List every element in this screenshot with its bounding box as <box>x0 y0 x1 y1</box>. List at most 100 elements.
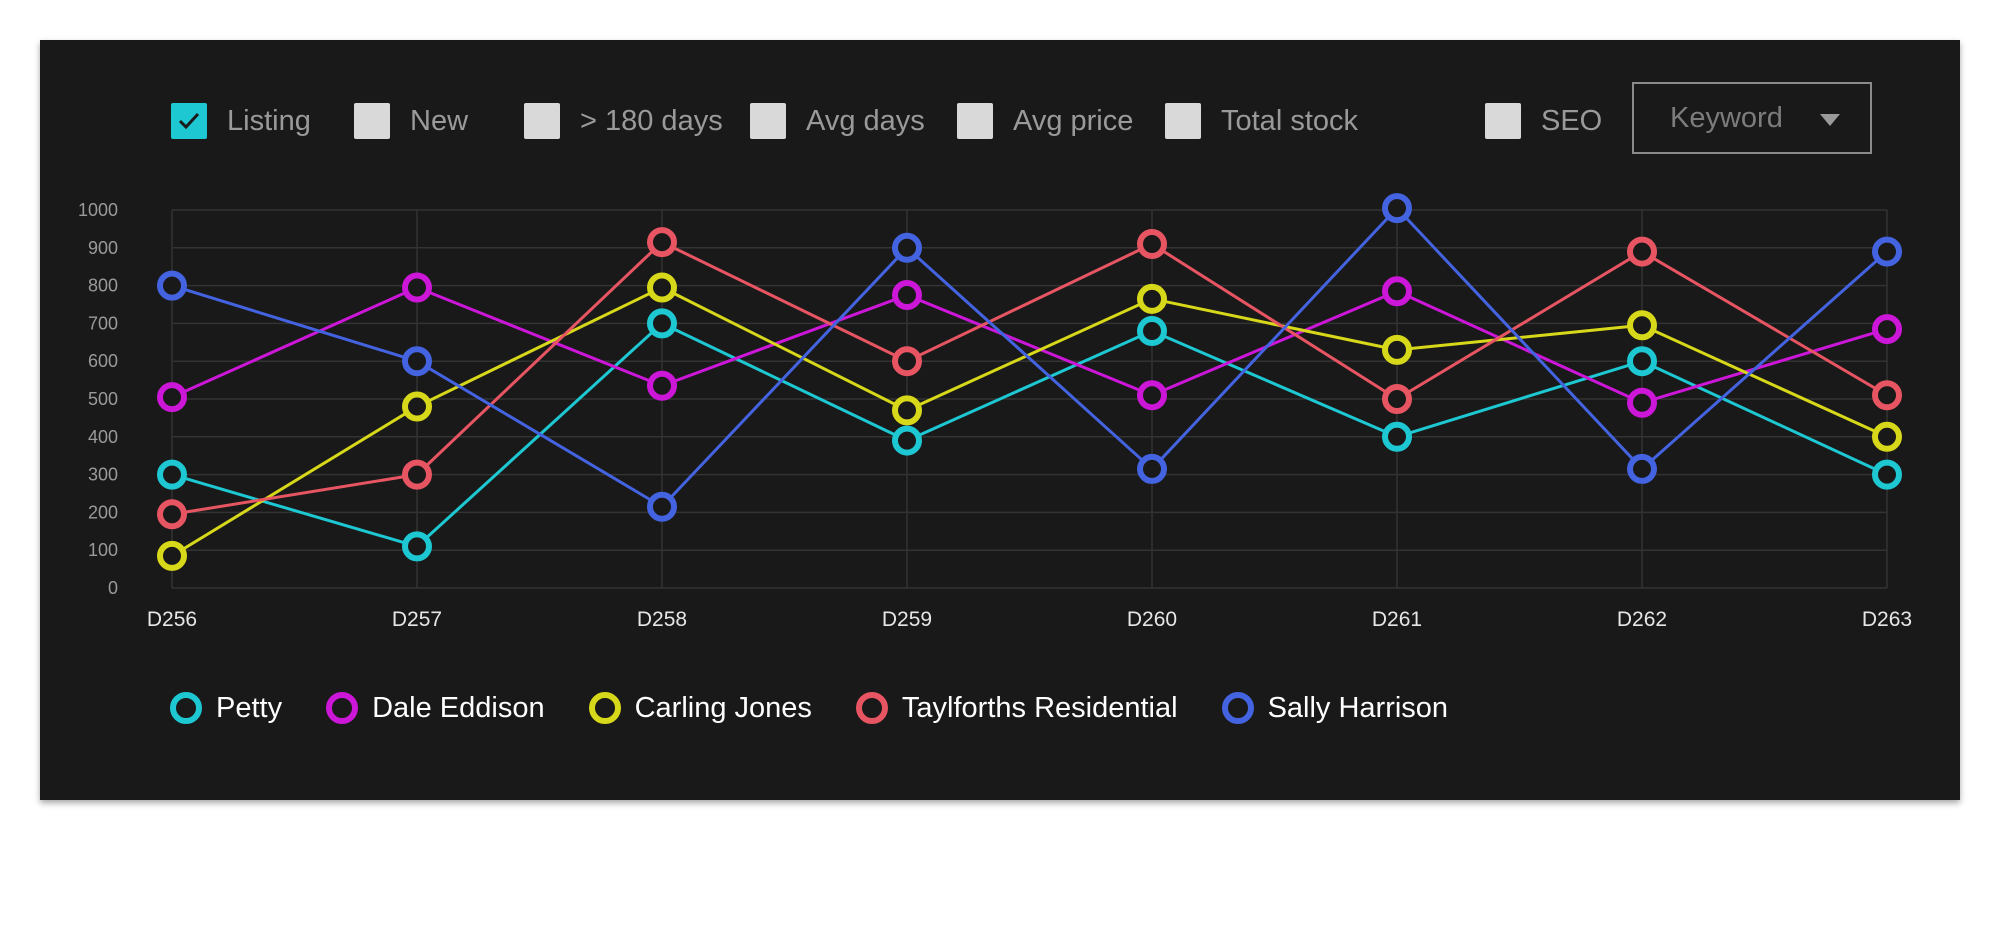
data-point <box>1382 384 1412 414</box>
y-tick-label: 1000 <box>78 200 118 220</box>
filter-over-180-days[interactable]: > 180 days <box>524 101 723 141</box>
x-tick-label: D263 <box>1862 608 1912 631</box>
x-tick-label: D261 <box>1372 608 1422 631</box>
legend-label: Sally Harrison <box>1267 691 1449 724</box>
data-point <box>1872 380 1902 411</box>
data-point <box>1872 314 1902 345</box>
y-tick-label: 800 <box>88 276 118 296</box>
data-point <box>892 232 922 263</box>
y-tick-label: 300 <box>88 465 118 485</box>
chevron-down-icon <box>1820 114 1840 126</box>
data-point <box>402 391 432 422</box>
keyword-dropdown[interactable]: Keyword <box>1632 82 1872 154</box>
data-point <box>402 459 432 490</box>
data-point <box>402 531 432 562</box>
legend-marker-icon <box>170 692 202 724</box>
data-point <box>1382 193 1412 224</box>
series-line <box>171 321 1888 548</box>
legend-marker-icon <box>588 692 621 724</box>
data-point <box>1137 229 1167 260</box>
filter-label: New <box>410 104 469 137</box>
y-tick-label: 400 <box>88 427 118 447</box>
filter-label: SEO <box>1541 104 1603 137</box>
filter-label: > 180 days <box>580 104 723 137</box>
y-tick-label: 100 <box>88 540 118 560</box>
legend-label: Dale Eddison <box>372 691 545 724</box>
data-point <box>647 272 677 303</box>
data-point <box>1627 310 1657 341</box>
filter-listing[interactable]: Listing <box>171 101 311 141</box>
line-chart: 0 100 200 300 400 500 600 700 800 900 1000 D256 D257… <box>78 193 1912 631</box>
data-point <box>1137 453 1167 484</box>
data-point <box>1627 453 1657 484</box>
filter-seo[interactable]: SEO <box>1485 101 1602 141</box>
data-point <box>402 346 432 377</box>
data-point <box>402 272 432 303</box>
checkbox[interactable] <box>524 103 560 139</box>
x-tick-label: D260 <box>1127 608 1177 631</box>
legend-marker-icon <box>1221 692 1254 724</box>
data-point <box>157 382 187 413</box>
data-point <box>892 395 922 426</box>
filter-label: Total stock <box>1221 104 1358 137</box>
data-point <box>892 280 922 311</box>
series-line <box>171 240 1888 516</box>
checkbox[interactable] <box>1165 103 1201 139</box>
data-point <box>892 346 922 377</box>
data-point <box>647 227 677 258</box>
filter-label: Avg days <box>806 104 925 137</box>
data-point <box>1627 236 1657 267</box>
data-point <box>1382 334 1412 365</box>
data-point <box>1137 315 1167 346</box>
data-point <box>1872 236 1902 267</box>
x-tick-label: D257 <box>392 608 442 631</box>
filter-new[interactable]: New <box>354 101 468 141</box>
filter-total-stock[interactable]: Total stock <box>1165 101 1358 141</box>
checkbox[interactable] <box>957 103 993 139</box>
y-tick-label: 0 <box>108 578 118 598</box>
x-tick-label: D262 <box>1617 608 1667 631</box>
y-tick-label: 900 <box>88 238 118 258</box>
checkmark-icon <box>178 112 200 130</box>
legend-label: Carling Jones <box>634 691 812 724</box>
data-point <box>1137 283 1167 314</box>
data-point <box>892 425 922 456</box>
data-point <box>647 308 677 339</box>
chart-panel: Listing New > 180 days Avg days Avg pric… <box>40 40 1960 800</box>
filter-label: Listing <box>227 104 311 137</box>
filter-label: Avg price <box>1013 104 1134 137</box>
data-point <box>1872 459 1902 490</box>
series-line <box>171 206 1888 509</box>
data-point <box>157 270 187 301</box>
filter-avg-price[interactable]: Avg price <box>957 101 1133 141</box>
data-point <box>157 459 187 490</box>
legend-marker-icon <box>855 692 888 724</box>
data-point <box>157 499 187 530</box>
checkbox[interactable] <box>171 103 207 139</box>
data-point <box>647 370 677 401</box>
legend-marker-icon <box>326 692 359 724</box>
legend-item[interactable]: Petty <box>170 692 282 725</box>
y-tick-label: 200 <box>88 502 118 522</box>
legend-item[interactable]: Dale Eddison <box>326 692 545 725</box>
series-line <box>171 285 1888 405</box>
data-point <box>647 491 677 522</box>
chart-legend: Petty Dale Eddison Carling Jones Taylforths… <box>170 688 1492 728</box>
filter-toolbar: Listing New > 180 days Avg days Avg pric… <box>40 40 1960 200</box>
data-point <box>1137 380 1167 411</box>
legend-label: Taylforths Residential <box>901 691 1178 724</box>
keyword-placeholder: Keyword <box>1670 101 1783 134</box>
checkbox[interactable] <box>354 103 390 139</box>
filter-avg-days[interactable]: Avg days <box>750 101 925 141</box>
x-tick-label: D258 <box>637 608 687 631</box>
y-tick-label: 700 <box>88 313 118 333</box>
y-tick-label: 500 <box>88 389 118 409</box>
y-tick-label: 600 <box>88 351 118 371</box>
checkbox[interactable] <box>1485 103 1521 139</box>
data-point <box>1872 421 1902 452</box>
legend-item[interactable]: Carling Jones <box>588 691 812 725</box>
legend-item[interactable]: Sally Harrison <box>1221 691 1449 725</box>
checkbox[interactable] <box>750 103 786 139</box>
x-tick-label: D256 <box>147 608 197 631</box>
legend-item[interactable]: Taylforths Residential <box>855 691 1178 725</box>
